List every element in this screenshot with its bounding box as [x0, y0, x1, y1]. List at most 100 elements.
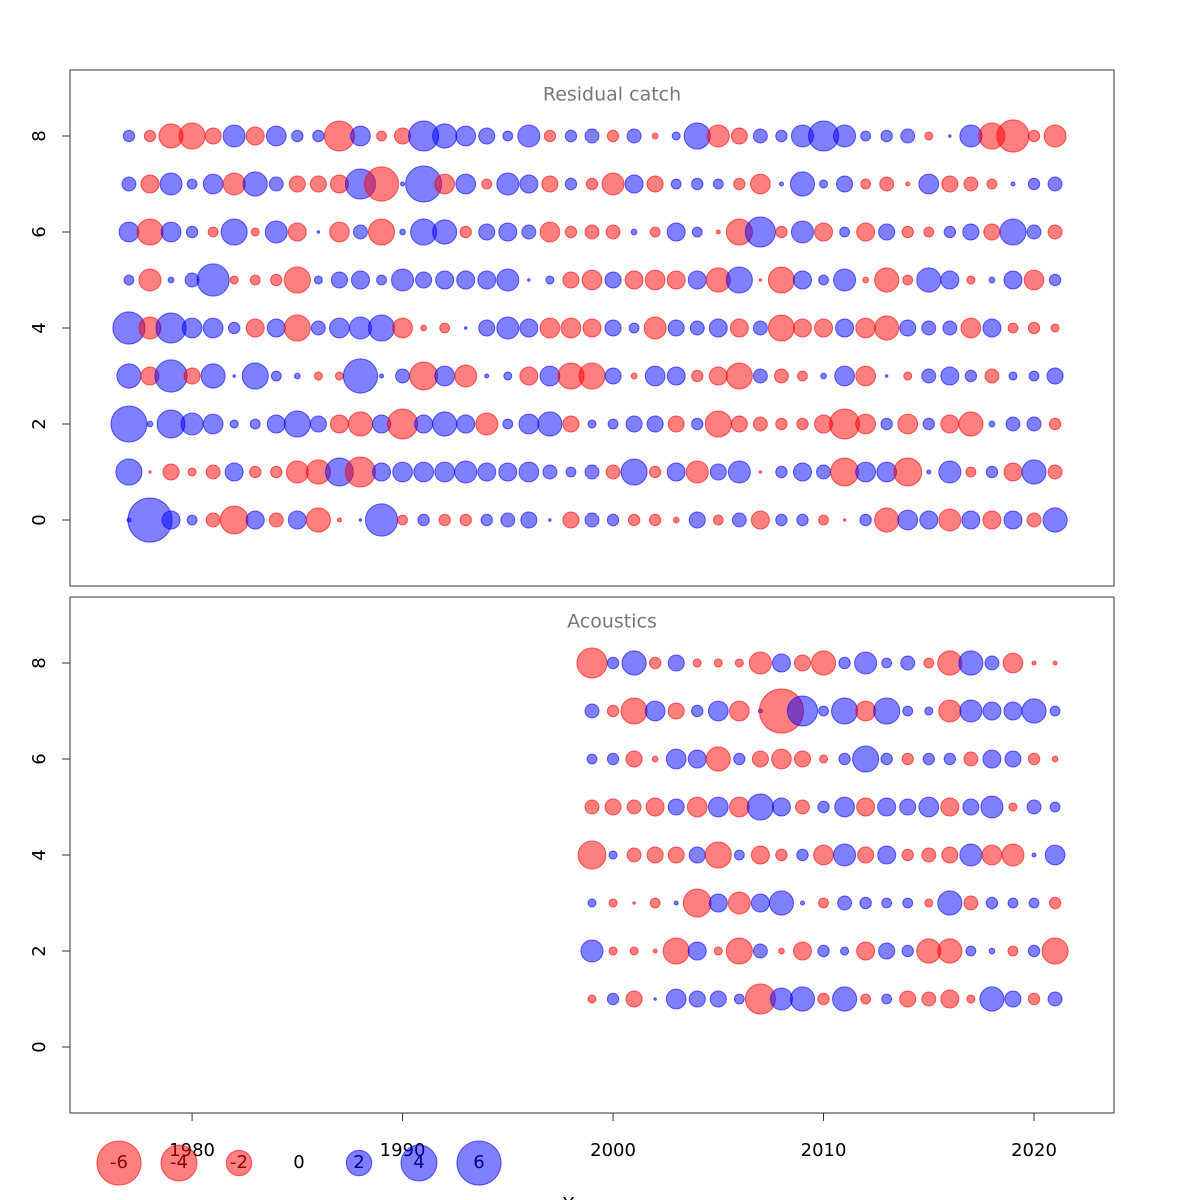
legend-bubble [225, 1149, 253, 1177]
bubble [587, 419, 597, 429]
bubble [204, 127, 222, 145]
bubble [224, 462, 244, 482]
bubble [200, 363, 226, 389]
bubble [653, 997, 657, 1001]
bubble [750, 845, 770, 865]
bubble [161, 510, 181, 530]
bubble [608, 898, 618, 908]
bubble [502, 418, 514, 430]
bubble [881, 897, 893, 909]
bubble [624, 270, 644, 290]
bubble [965, 945, 977, 957]
legend-bubble [96, 1140, 142, 1186]
bubble [942, 320, 958, 336]
bubble [270, 465, 283, 479]
bubble [519, 366, 539, 386]
bubble [769, 987, 793, 1011]
bubble [329, 414, 349, 434]
bubble [752, 943, 768, 959]
bubble [392, 317, 413, 339]
bubble [831, 697, 859, 725]
bubble [982, 749, 1002, 769]
bubble [775, 129, 788, 143]
bubble [1031, 660, 1037, 666]
bubble [687, 749, 707, 769]
x-axis-label: Year [562, 1194, 602, 1200]
bubble [725, 937, 753, 965]
bubble [309, 175, 327, 193]
bubble [667, 654, 685, 672]
bubble [924, 898, 934, 908]
bubble [816, 464, 832, 480]
bubble [859, 896, 872, 910]
bubble [820, 372, 827, 380]
bubble [691, 417, 704, 431]
bubble [477, 270, 497, 290]
bubble [159, 172, 183, 196]
bubble [187, 467, 197, 477]
bubble [577, 840, 607, 870]
bubble [940, 989, 960, 1009]
bubble [830, 457, 860, 487]
bubble [672, 516, 680, 524]
bubble [943, 225, 957, 239]
bubble [456, 270, 476, 290]
bubble [984, 368, 1000, 384]
bubble [587, 898, 597, 908]
bubble [708, 893, 728, 913]
bubble [376, 274, 387, 286]
bubble [1027, 944, 1041, 958]
y-tick-label: 6 [29, 226, 50, 237]
bubble [329, 221, 350, 243]
bubble [712, 514, 724, 526]
bubble [562, 415, 580, 433]
bubble [874, 507, 900, 533]
bubble [813, 844, 834, 866]
bubble [752, 128, 768, 144]
bubble [367, 218, 396, 246]
bubble [413, 461, 434, 483]
bubble [502, 130, 514, 142]
bubble [980, 795, 1004, 819]
bubble [750, 173, 771, 195]
bubble [793, 750, 812, 768]
bubble [940, 270, 960, 290]
bubble [1047, 224, 1063, 240]
bubble [496, 268, 520, 292]
bubble [1026, 799, 1042, 815]
bubble [901, 944, 914, 958]
bubble [584, 512, 600, 528]
y-tick-label: 2 [29, 418, 50, 429]
bubble [417, 513, 430, 527]
bubble [715, 229, 721, 235]
bubble [521, 224, 537, 240]
bubble [519, 174, 539, 194]
bubble [409, 361, 439, 391]
bubble [435, 270, 455, 290]
bubble [938, 460, 962, 484]
bubble [438, 513, 451, 527]
y-tick-label: 0 [29, 1041, 50, 1052]
bubble [397, 514, 408, 526]
bubble [880, 752, 893, 766]
bubble [775, 465, 788, 479]
bubble [880, 417, 893, 431]
bubble [560, 317, 582, 339]
bubble [855, 461, 876, 483]
bubble [840, 946, 850, 956]
bubble [519, 318, 539, 338]
bubble [1004, 750, 1022, 768]
bubble [537, 411, 563, 437]
bubble [372, 462, 392, 482]
bubble [330, 271, 348, 289]
bubble [1047, 464, 1063, 480]
bubble [648, 465, 662, 479]
bubble [478, 223, 496, 241]
bubble [839, 226, 851, 238]
y-tick-label: 2 [29, 945, 50, 956]
bubble [746, 793, 774, 821]
bubble [707, 796, 729, 818]
bubble [241, 362, 269, 390]
bubble [778, 947, 785, 955]
bubble [857, 846, 875, 864]
